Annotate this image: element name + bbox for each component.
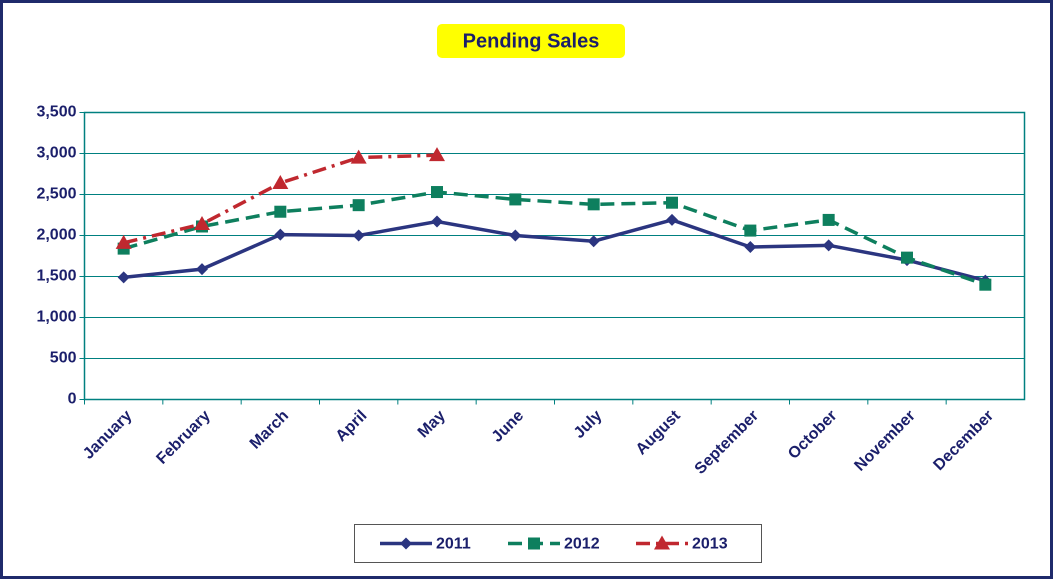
marker — [274, 228, 287, 241]
marker — [901, 251, 913, 264]
marker — [979, 278, 992, 291]
marker — [654, 535, 670, 550]
marker — [194, 216, 210, 231]
marker — [528, 537, 540, 550]
marker — [744, 240, 757, 253]
legend-label: 2012 — [564, 536, 600, 553]
marker — [822, 239, 835, 252]
legend-label: 2011 — [436, 536, 471, 553]
marker — [666, 213, 678, 226]
marker — [587, 235, 600, 248]
marker — [400, 537, 412, 550]
marker — [431, 215, 443, 228]
y-tick-label: 0 — [68, 391, 77, 408]
marker — [744, 224, 757, 237]
y-tick-label: 3,000 — [36, 145, 76, 162]
legend-label: 2013 — [692, 536, 728, 553]
marker — [117, 271, 130, 284]
y-tick-label: 2,000 — [36, 227, 76, 244]
marker — [196, 263, 208, 276]
chart-title: Pending Sales — [463, 30, 600, 52]
y-tick-label: 2,500 — [36, 186, 76, 203]
marker — [431, 186, 443, 199]
marker — [587, 198, 600, 211]
y-tick-label: 3,500 — [36, 104, 76, 121]
marker — [272, 175, 289, 190]
marker — [509, 229, 522, 242]
series-line — [123, 190, 986, 287]
marker — [429, 147, 445, 162]
y-tick-label: 1,500 — [36, 268, 76, 285]
marker — [115, 234, 132, 249]
marker — [274, 205, 287, 218]
marker — [822, 213, 835, 226]
y-tick-label: 500 — [50, 350, 77, 367]
y-tick-label: 1,000 — [36, 309, 76, 326]
marker — [352, 199, 365, 212]
series-line — [123, 218, 986, 283]
marker — [509, 193, 522, 206]
marker — [352, 229, 365, 242]
marker — [666, 196, 678, 209]
marker — [350, 149, 367, 164]
title-highlight — [437, 24, 625, 58]
